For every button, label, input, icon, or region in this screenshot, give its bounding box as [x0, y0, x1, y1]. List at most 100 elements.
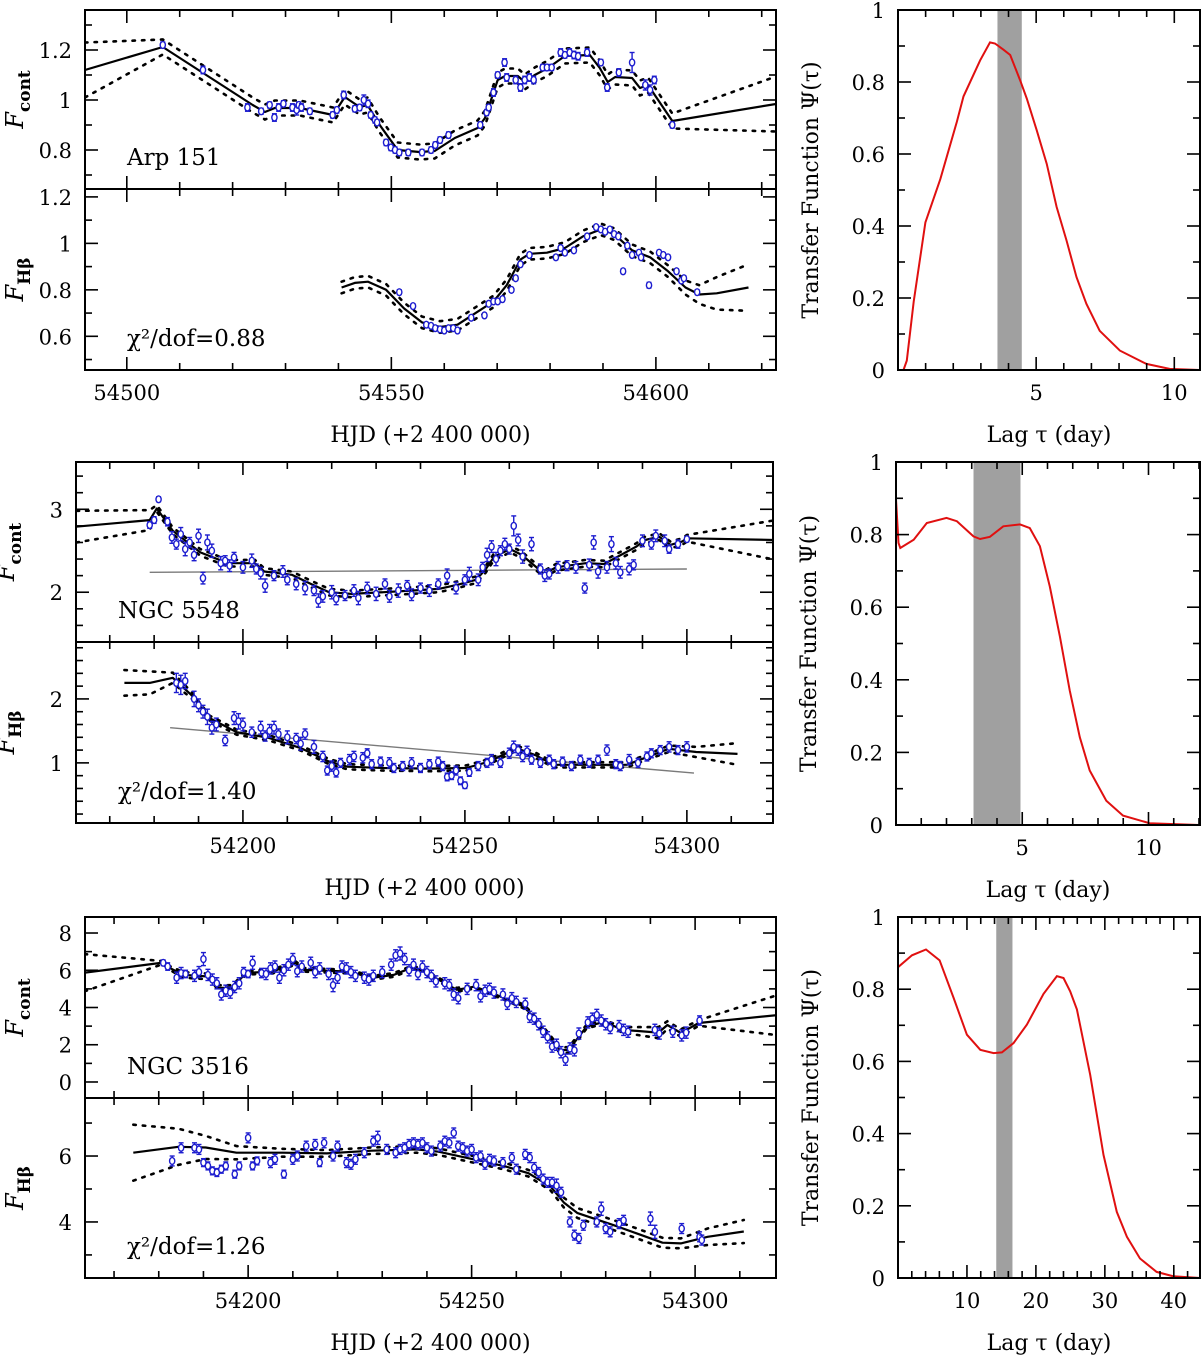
- data-marker: [517, 83, 524, 92]
- data-point: [553, 1178, 560, 1193]
- data-marker: [181, 544, 189, 554]
- data-point: [575, 1232, 583, 1245]
- data-point: [526, 1152, 534, 1164]
- data-marker: [279, 567, 287, 576]
- data-point: [270, 569, 278, 582]
- data-marker: [367, 110, 375, 120]
- data-marker: [503, 73, 510, 82]
- data-marker: [593, 1217, 601, 1227]
- data-point: [521, 997, 529, 1011]
- data-marker: [168, 533, 176, 542]
- data-point: [222, 1161, 230, 1171]
- data-marker: [510, 521, 518, 530]
- data-marker: [204, 1161, 212, 1171]
- data-marker: [204, 538, 211, 547]
- data-marker: [499, 1158, 507, 1167]
- data-marker: [249, 1161, 256, 1171]
- data-point: [289, 952, 297, 966]
- data-marker: [298, 962, 306, 971]
- data-marker: [504, 999, 511, 1008]
- data-marker: [332, 768, 340, 777]
- data-marker: [399, 761, 407, 771]
- data-point: [651, 1224, 659, 1240]
- data-marker: [490, 88, 497, 97]
- y-tick-label: 0.2: [852, 1195, 885, 1219]
- data-point: [164, 962, 171, 971]
- data-marker: [577, 755, 584, 764]
- data-point: [168, 1155, 176, 1167]
- data-marker: [630, 560, 637, 569]
- data-point: [311, 965, 319, 979]
- data-marker: [499, 295, 506, 304]
- y-tick-label: 0.8: [39, 279, 72, 303]
- data-point: [399, 760, 407, 772]
- data-point: [181, 541, 189, 557]
- data-marker: [539, 1027, 547, 1036]
- data-marker: [297, 739, 304, 748]
- y-tick-label: 0.4: [852, 1123, 885, 1147]
- hbeta-panel: 1 2 54200 54250 54300 HJD (+2 400 000) FHβ χ²/d…: [0, 641, 774, 901]
- data-marker: [403, 581, 411, 590]
- data-marker: [275, 103, 282, 112]
- data-marker: [647, 1214, 654, 1223]
- data-point: [361, 1147, 368, 1159]
- data-marker: [474, 575, 482, 584]
- y-axis-label: Fcont: [1, 70, 35, 130]
- data-point: [431, 140, 439, 150]
- data-marker: [512, 75, 519, 85]
- x-tick-label: 54200: [210, 834, 277, 858]
- data-marker: [625, 755, 633, 764]
- data-marker: [665, 742, 673, 751]
- data-marker: [559, 757, 566, 766]
- data-point: [530, 1012, 538, 1025]
- data-marker: [307, 958, 315, 967]
- data-point: [191, 1142, 198, 1154]
- data-point: [588, 1012, 596, 1025]
- transfer-panel: 0 0.2 0.4 0.6 0.8 1 5 10 Lag τ (day) Transfer Fun…: [797, 451, 1201, 903]
- plot-area: [902, 10, 1200, 370]
- data-point: [418, 148, 426, 157]
- data-point: [530, 75, 537, 85]
- data-marker: [508, 994, 516, 1003]
- data-point: [403, 579, 411, 592]
- data-marker: [316, 964, 323, 973]
- data-marker: [615, 68, 623, 77]
- transfer-panel: 0 0.2 0.4 0.6 0.8 1 10 20 30 40 Lag τ (day) Transfe…: [799, 906, 1201, 1356]
- data-point: [432, 975, 440, 988]
- x-axis-label: HJD (+2 400 000): [324, 876, 524, 901]
- data-marker: [612, 559, 620, 568]
- data-point: [434, 578, 442, 590]
- data-point: [492, 551, 500, 567]
- data-point: [311, 1138, 319, 1151]
- data-point: [316, 1157, 323, 1168]
- data-marker: [514, 535, 522, 545]
- data-marker: [481, 311, 488, 320]
- plot-area: [123, 668, 739, 790]
- data-marker: [583, 232, 591, 241]
- data-point: [581, 582, 589, 594]
- x-axis-label: Lag τ (day): [987, 1331, 1112, 1356]
- x-tick-label: 5: [1016, 836, 1029, 860]
- data-point: [239, 717, 247, 732]
- data-marker: [526, 250, 533, 260]
- data-marker: [248, 556, 256, 565]
- model-light-curve: [341, 228, 749, 329]
- data-marker: [173, 973, 180, 982]
- y-axis-label: Fcont: [1, 978, 35, 1038]
- data-marker: [208, 546, 216, 555]
- data-point: [409, 302, 417, 311]
- data-marker: [155, 495, 162, 504]
- data-marker: [261, 731, 269, 741]
- data-point: [428, 1145, 435, 1157]
- data-point: [561, 50, 569, 60]
- data-marker: [408, 758, 415, 767]
- y-tick-label: 1: [59, 89, 72, 113]
- y-tick-label: 8: [59, 922, 72, 946]
- data-marker: [514, 745, 522, 755]
- data-point: [528, 754, 535, 765]
- data-point: [230, 551, 238, 564]
- data-point: [468, 1143, 475, 1156]
- data-marker: [404, 148, 412, 157]
- data-marker: [319, 592, 327, 601]
- plot-frame: [895, 461, 1201, 826]
